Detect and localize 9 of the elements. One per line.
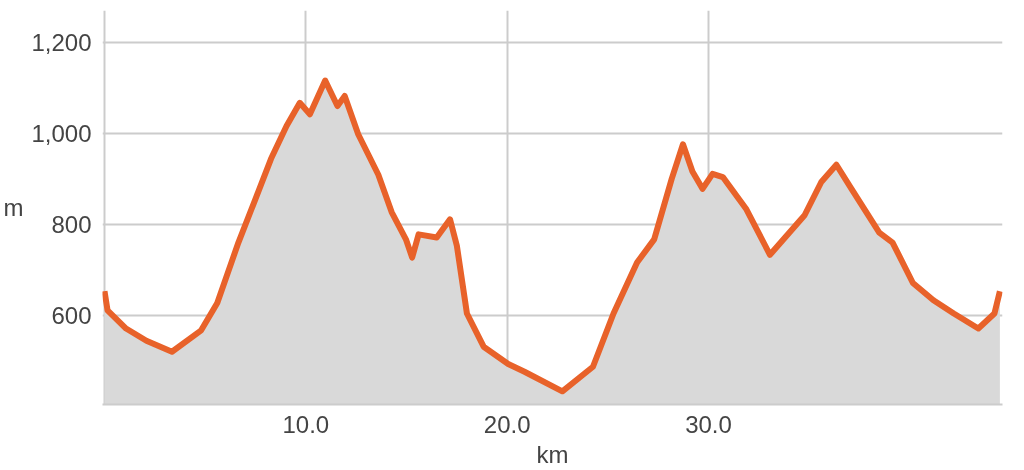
x-tick-label: 30.0 (685, 410, 732, 438)
y-axis-title: m (3, 194, 24, 221)
x-tick-label: 20.0 (483, 410, 531, 438)
y-tick-label: 1,200 (31, 28, 92, 56)
y-tick-label: 800 (51, 210, 92, 238)
x-axis-title: km (536, 440, 569, 468)
y-tick-label: 600 (51, 301, 92, 329)
y-tick-label: 1,000 (31, 119, 92, 147)
x-tick-label: 10.0 (282, 410, 330, 438)
